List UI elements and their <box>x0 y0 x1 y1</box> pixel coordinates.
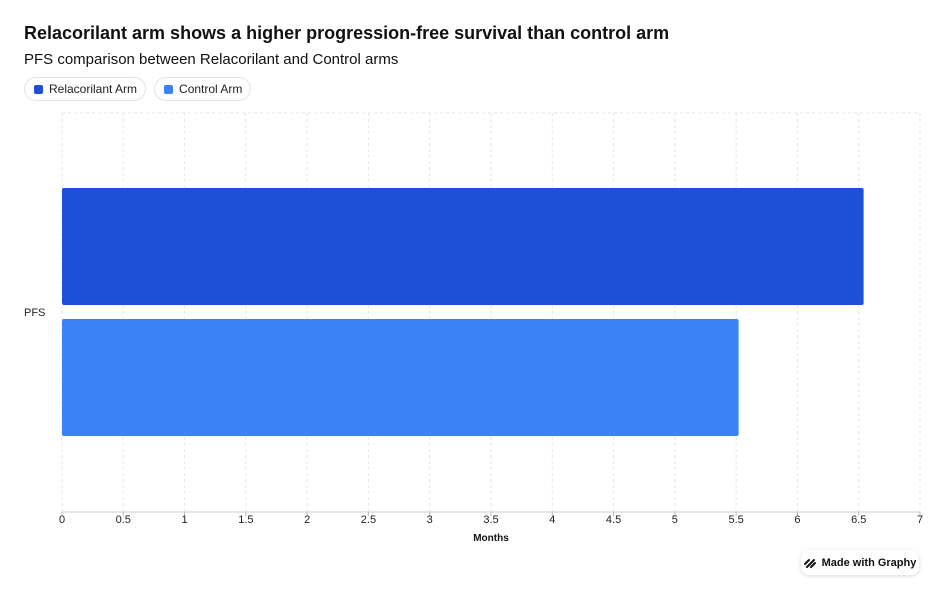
x-tick-label: 4.5 <box>606 514 621 526</box>
x-tick-label: 3 <box>427 514 433 526</box>
badge-label: Made with Graphy <box>821 556 917 569</box>
bars <box>62 188 864 436</box>
x-tick-label: 6 <box>794 514 800 526</box>
graphy-logo-icon <box>803 558 816 568</box>
legend-item-control[interactable]: Control Arm <box>154 77 252 101</box>
x-tick-label: 7 <box>917 514 923 526</box>
x-tick-label: 5 <box>672 514 678 526</box>
x-tick-label: 1 <box>182 514 188 526</box>
x-axis-ticks: 0 0.5 1 1.5 2 2.5 3 3.5 4 4.5 5 5.5 6 6.5 7 <box>59 512 923 526</box>
legend-label-control: Control Arm <box>179 82 243 96</box>
x-tick-label: 5.5 <box>728 514 743 526</box>
bar-relacorilant[interactable] <box>62 188 864 305</box>
legend-label-relacorilant: Relacorilant Arm <box>49 82 138 96</box>
x-tick-label: 1.5 <box>238 514 253 526</box>
x-tick-label: 0 <box>59 514 65 526</box>
x-axis-title: Months <box>473 533 509 544</box>
bar-control[interactable] <box>62 319 739 436</box>
x-tick-label: 4 <box>549 514 555 526</box>
legend: Relacorilant Arm Control Arm <box>24 77 252 101</box>
legend-swatch-relacorilant <box>34 84 43 94</box>
category-label: PFS <box>24 307 45 319</box>
x-tick-label: 2 <box>304 514 310 526</box>
x-tick-label: 0.5 <box>116 514 131 526</box>
x-tick-label: 3.5 <box>483 514 498 526</box>
x-tick-label: 2.5 <box>361 514 376 526</box>
x-tick-label: 6.5 <box>851 514 866 526</box>
chart-title: Relacorilant arm shows a higher progress… <box>24 23 670 43</box>
legend-item-relacorilant[interactable]: Relacorilant Arm <box>24 77 147 101</box>
made-with-graphy-badge[interactable]: Made with Graphy <box>801 550 919 575</box>
chart-subtitle: PFS comparison between Relacorilant and … <box>24 51 399 68</box>
legend-swatch-control <box>164 84 174 94</box>
grid <box>61 112 921 513</box>
